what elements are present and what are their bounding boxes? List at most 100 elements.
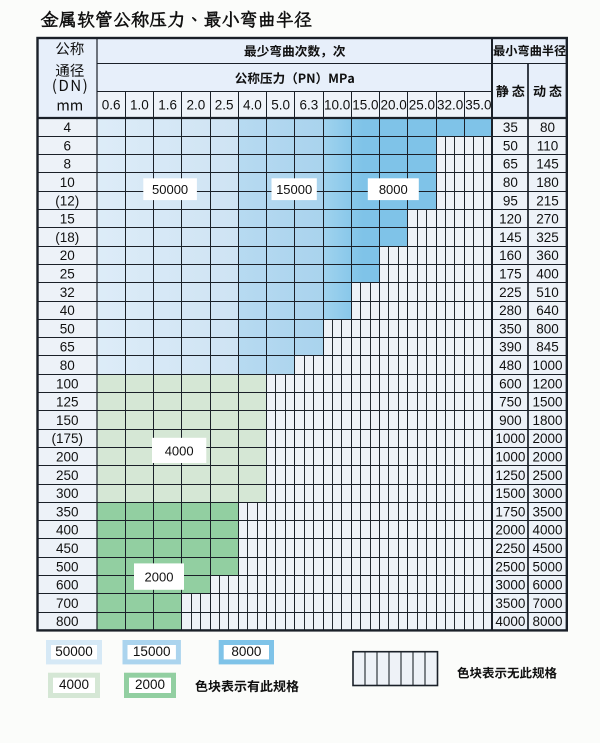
svg-text:600: 600 <box>56 578 79 593</box>
svg-text:400: 400 <box>536 266 559 281</box>
svg-text:2000: 2000 <box>495 523 525 538</box>
svg-text:65: 65 <box>60 340 75 355</box>
svg-text:480: 480 <box>499 358 522 373</box>
svg-text:1250: 1250 <box>495 468 525 483</box>
svg-text:15000: 15000 <box>133 644 171 659</box>
svg-text:80: 80 <box>503 175 518 190</box>
svg-text:35: 35 <box>503 120 518 135</box>
svg-text:1.6: 1.6 <box>158 98 177 113</box>
svg-text:600: 600 <box>499 376 522 391</box>
svg-text:120: 120 <box>499 212 522 227</box>
svg-text:6.3: 6.3 <box>299 98 318 113</box>
svg-text:200: 200 <box>56 449 79 464</box>
svg-text:350: 350 <box>499 321 522 336</box>
svg-text:1500: 1500 <box>495 486 525 501</box>
svg-text:32.0: 32.0 <box>437 98 463 113</box>
svg-text:1.0: 1.0 <box>130 98 149 113</box>
svg-text:800: 800 <box>536 321 559 336</box>
svg-text:4000: 4000 <box>532 523 562 538</box>
svg-text:250: 250 <box>56 468 79 483</box>
svg-text:150: 150 <box>56 413 79 428</box>
svg-text:10.0: 10.0 <box>324 98 350 113</box>
svg-text:750: 750 <box>499 395 522 410</box>
svg-text:1200: 1200 <box>532 376 562 391</box>
svg-text:3000: 3000 <box>532 486 562 501</box>
svg-text:80: 80 <box>60 358 75 373</box>
svg-text:2.0: 2.0 <box>186 98 205 113</box>
svg-text:500: 500 <box>56 559 79 574</box>
svg-text:300: 300 <box>56 486 79 501</box>
svg-text:280: 280 <box>499 303 522 318</box>
svg-text:4: 4 <box>63 120 71 135</box>
svg-text:145: 145 <box>536 157 559 172</box>
svg-text:4.0: 4.0 <box>243 98 262 113</box>
svg-text:215: 215 <box>536 193 559 208</box>
svg-text:20: 20 <box>60 248 75 263</box>
svg-text:8000: 8000 <box>231 644 261 659</box>
svg-text:900: 900 <box>499 413 522 428</box>
svg-text:15.0: 15.0 <box>352 98 378 113</box>
svg-text:25.0: 25.0 <box>409 98 435 113</box>
svg-text:325: 325 <box>536 230 559 245</box>
svg-text:160: 160 <box>499 248 522 263</box>
svg-text:2250: 2250 <box>495 541 525 556</box>
svg-text:225: 225 <box>499 285 522 300</box>
svg-text:2000: 2000 <box>532 431 562 446</box>
svg-text:510: 510 <box>536 285 559 300</box>
svg-text:640: 640 <box>536 303 559 318</box>
svg-text:15: 15 <box>60 212 75 227</box>
svg-text:95: 95 <box>503 193 518 208</box>
svg-text:3500: 3500 <box>495 596 525 611</box>
svg-text:2000: 2000 <box>532 449 562 464</box>
svg-text:80: 80 <box>540 120 555 135</box>
svg-text:180: 180 <box>536 175 559 190</box>
svg-text:10: 10 <box>60 175 75 190</box>
svg-text:2000: 2000 <box>145 570 174 585</box>
svg-text:6: 6 <box>63 138 71 153</box>
svg-text:8000: 8000 <box>379 182 408 197</box>
svg-text:(12): (12) <box>55 193 79 208</box>
svg-text:4500: 4500 <box>532 541 562 556</box>
svg-text:40: 40 <box>60 303 75 318</box>
svg-text:3500: 3500 <box>532 504 562 519</box>
svg-text:20.0: 20.0 <box>380 98 406 113</box>
svg-text:110: 110 <box>537 138 559 153</box>
svg-text:5.0: 5.0 <box>271 98 290 113</box>
svg-text:8000: 8000 <box>532 614 562 629</box>
svg-text:25: 25 <box>60 266 75 281</box>
svg-text:(175): (175) <box>51 431 83 446</box>
svg-text:400: 400 <box>56 523 79 538</box>
svg-text:450: 450 <box>56 541 79 556</box>
svg-text:800: 800 <box>56 614 79 629</box>
svg-text:845: 845 <box>536 340 559 355</box>
svg-text:(18): (18) <box>55 230 79 245</box>
svg-text:100: 100 <box>56 376 79 391</box>
svg-text:700: 700 <box>56 596 79 611</box>
svg-text:2000: 2000 <box>135 677 165 692</box>
svg-text:50000: 50000 <box>152 182 188 197</box>
svg-text:35.0: 35.0 <box>465 98 491 113</box>
svg-text:6000: 6000 <box>532 578 562 593</box>
svg-text:350: 350 <box>56 504 79 519</box>
svg-text:15000: 15000 <box>276 182 312 197</box>
svg-text:4000: 4000 <box>165 443 194 458</box>
svg-text:2500: 2500 <box>532 468 562 483</box>
svg-text:125: 125 <box>56 395 79 410</box>
svg-text:4000: 4000 <box>495 614 525 629</box>
svg-text:50000: 50000 <box>55 644 93 659</box>
svg-text:2.5: 2.5 <box>215 98 234 113</box>
svg-text:1000: 1000 <box>532 358 562 373</box>
svg-text:175: 175 <box>499 266 522 281</box>
svg-text:390: 390 <box>499 340 522 355</box>
svg-text:50: 50 <box>60 321 75 336</box>
svg-text:4000: 4000 <box>59 677 89 692</box>
svg-text:5000: 5000 <box>532 559 562 574</box>
svg-text:145: 145 <box>499 230 522 245</box>
svg-text:1000: 1000 <box>495 431 525 446</box>
svg-text:360: 360 <box>536 248 559 263</box>
svg-text:2500: 2500 <box>495 559 525 574</box>
svg-text:0.6: 0.6 <box>102 98 121 113</box>
svg-text:1000: 1000 <box>495 449 525 464</box>
svg-text:65: 65 <box>503 157 518 172</box>
svg-text:1800: 1800 <box>532 413 562 428</box>
